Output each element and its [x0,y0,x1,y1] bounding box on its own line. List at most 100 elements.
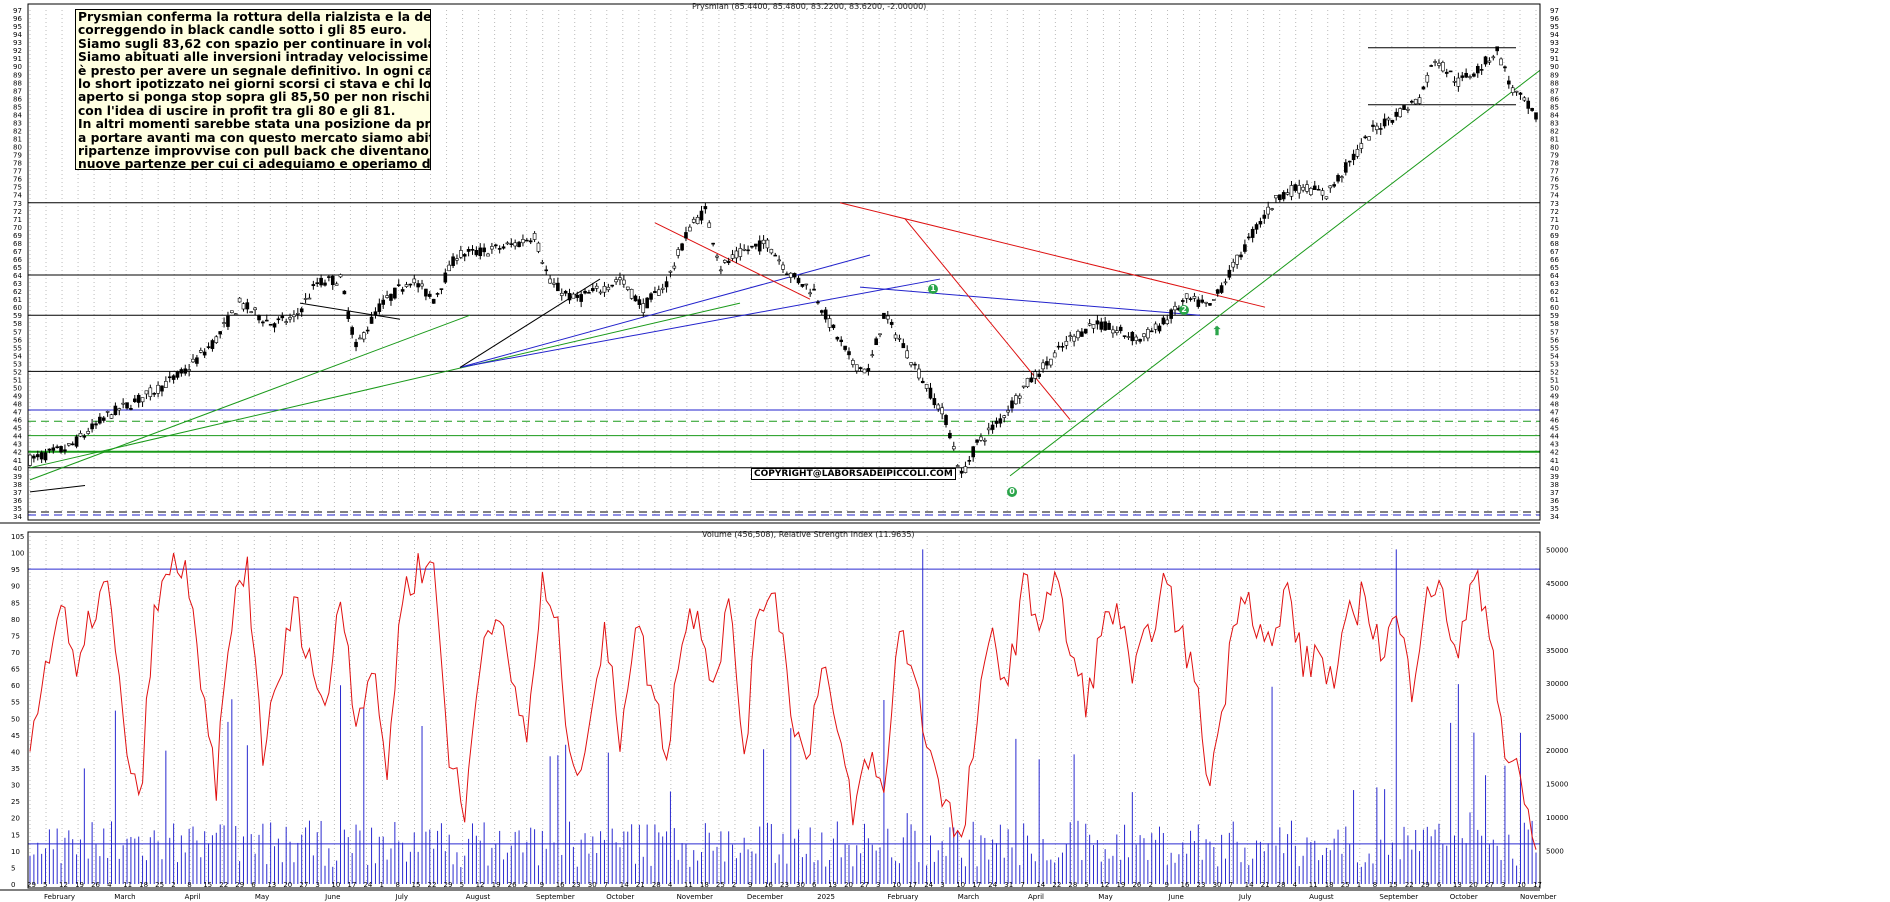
month-label: April [185,893,201,901]
candle-body [1103,321,1107,331]
candle-body [583,290,587,294]
rsi-line [29,553,1537,850]
price-tick-left: 65 [13,264,22,272]
candle-body [1510,87,1515,93]
candle-body [1355,149,1360,157]
candle-body [1274,195,1278,199]
candle-body [90,423,94,430]
candle-body [327,276,331,278]
candle-body [28,454,32,466]
candle-body [202,351,207,356]
candle-body [1064,340,1069,346]
price-tick-right: 36 [1550,497,1559,505]
candle-body [1239,254,1243,258]
candle-body [567,293,572,301]
date-tick: 29 [27,881,36,889]
candle-body [602,286,607,293]
candle-body [101,417,106,421]
candle-body [1472,73,1476,77]
candle-body [330,275,335,286]
candle-body [350,327,354,335]
candle-body [1328,185,1333,189]
candle-body [1452,80,1457,83]
price-tick-right: 39 [1550,473,1559,481]
volume-tick: 10000 [1546,814,1568,822]
price-tick-right: 85 [1550,103,1559,111]
candle-body [1037,373,1041,377]
candle-body [734,250,739,259]
candle-body [1312,185,1317,191]
date-tick: 5 [460,881,464,889]
date-tick: 15 [412,881,421,889]
note-line: lo short ipotizzato nei giorni scorsi ci… [78,76,431,91]
price-tick-left: 36 [13,497,22,505]
candle-body [594,285,599,289]
rsi-tick: 0 [11,881,15,889]
candle-body [1441,62,1445,72]
date-tick: 19 [1116,881,1125,889]
candle-body [389,293,393,301]
price-tick-right: 94 [1550,31,1559,39]
month-label: September [536,893,575,901]
candle-body [606,286,611,291]
price-tick-right: 38 [1550,481,1559,489]
date-tick: 29 [1421,881,1430,889]
candle-body [1518,92,1523,95]
candle-body [816,301,820,304]
candle-body [470,249,475,251]
candle-body [424,288,428,297]
signal-marker-0: 0 [1007,487,1017,497]
candle-body [218,331,222,335]
date-tick: 23 [780,881,789,889]
price-tick-right: 52 [1550,368,1559,376]
candle-body [808,292,812,295]
candle-body [486,253,490,257]
trend-line [29,484,86,493]
candle-body [862,368,867,374]
candle-body [1107,322,1111,330]
price-tick-right: 59 [1550,312,1559,320]
price-tick-left: 58 [13,320,22,328]
candle-body [979,436,983,441]
date-tick: 24 [988,881,997,889]
candle-body [78,433,83,437]
price-tick-right: 75 [1550,184,1559,192]
price-tick-left: 72 [13,208,22,216]
price-tick-right: 89 [1550,71,1559,79]
price-tick-right: 37 [1550,489,1559,497]
candle-body [307,297,312,300]
candle-body [400,289,405,292]
candle-body [1188,298,1193,300]
trend-line [29,302,741,469]
volume-tick: 35000 [1546,647,1568,655]
candle-body [1021,385,1026,388]
price-tick-left: 38 [13,481,22,489]
candle-body [1192,296,1197,299]
price-tick-right: 60 [1550,304,1559,312]
candle-body [237,297,242,303]
candle-body [214,336,219,343]
candle-body [1324,196,1329,200]
date-tick: 3 [876,881,880,889]
price-tick-left: 80 [13,144,22,152]
volume-tick: 50000 [1546,546,1568,554]
candle-body [365,329,370,332]
candle-body [765,239,770,249]
candle-body [625,286,630,290]
note-line: a portare avanti ma con questo mercato s… [78,130,430,145]
date-tick: 27 [860,881,869,889]
date-tick: 16 [764,881,773,889]
candle-body [726,260,731,264]
month-label: February [44,893,75,901]
price-tick-right: 81 [1550,136,1559,144]
month-label: November [1520,893,1557,901]
candle-body [1060,346,1065,348]
candle-body [676,249,681,256]
candle-body [963,466,968,473]
candle-body [1184,293,1189,299]
candle-body [1153,323,1158,330]
date-tick: 5 [1084,881,1088,889]
candle-body [132,398,137,402]
candle-body [1122,335,1127,337]
